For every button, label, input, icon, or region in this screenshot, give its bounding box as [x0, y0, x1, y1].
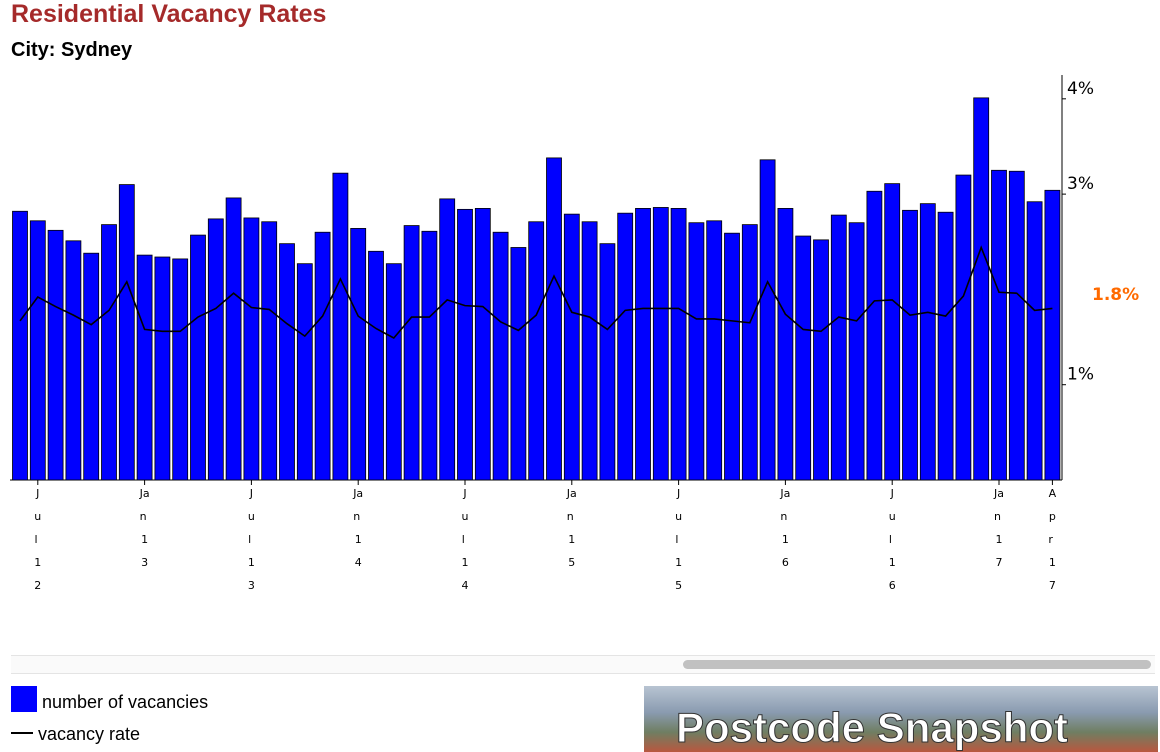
bar [368, 250, 384, 481]
bar [902, 209, 918, 481]
bar [314, 231, 331, 481]
bar [991, 169, 1007, 481]
bar [777, 208, 794, 481]
x-tick-label: Jul 13 [247, 487, 255, 592]
bar [866, 190, 883, 481]
x-tick-label: Jan 17 [994, 487, 1005, 569]
x-tick-label: Jan 13 [139, 487, 151, 569]
bar [172, 258, 189, 481]
scroll-thumb[interactable] [683, 660, 1151, 669]
bar [724, 232, 740, 481]
x-tick-label: Jul 16 [888, 487, 896, 592]
bar [421, 230, 438, 481]
bar [528, 221, 545, 481]
chart: 1% 3% 4% 1.8% [10, 75, 1139, 485]
bar [207, 218, 224, 481]
x-tick-label: Jan 16 [780, 487, 791, 569]
bar [741, 224, 758, 481]
bar [332, 172, 349, 481]
bar [385, 263, 402, 481]
bar [688, 222, 705, 481]
bar [937, 211, 954, 481]
bar [546, 157, 562, 481]
bar [154, 256, 171, 481]
subtitle: City: Sydney [11, 39, 133, 61]
bar [243, 217, 260, 481]
bar [83, 252, 100, 481]
bar [652, 207, 669, 481]
banner-text: Postcode Snapshot [675, 704, 1069, 752]
bar [759, 159, 776, 481]
bar [65, 240, 82, 481]
bar [795, 235, 812, 481]
x-tick-label: Jan 15 [566, 487, 578, 569]
bar [884, 183, 901, 481]
bar [474, 208, 491, 481]
y-tick-label: 1% [1067, 365, 1094, 385]
legend-swatch [11, 732, 33, 734]
bar [955, 174, 972, 481]
x-tick-label: Jan 14 [353, 487, 364, 569]
bar [1008, 170, 1025, 481]
bar [225, 197, 242, 481]
bar [118, 184, 135, 481]
bar [350, 228, 367, 481]
bar [296, 263, 313, 481]
bar [136, 254, 153, 481]
legend-bar: number of vacancies [11, 686, 208, 713]
bar [563, 213, 580, 481]
legend-swatch [11, 686, 37, 712]
bar [403, 225, 420, 481]
bar [830, 214, 847, 481]
bar [457, 208, 473, 481]
title: Residential Vacancy Rates [11, 0, 327, 28]
x-tick-label: Apr 17 [1048, 487, 1057, 592]
bar [973, 97, 990, 481]
bar [635, 208, 651, 481]
bar [599, 243, 616, 481]
bar [581, 221, 598, 481]
scrollbar[interactable] [11, 655, 1155, 674]
bar [919, 203, 936, 481]
x-tick-label: Jul 14 [461, 487, 469, 592]
legend-line: vacancy rate [11, 724, 140, 745]
bar [279, 243, 295, 481]
y-tick-label: 4% [1067, 79, 1094, 99]
bar [670, 208, 687, 481]
bar [1026, 201, 1043, 481]
bar [848, 222, 865, 481]
bar [190, 234, 206, 481]
bar [1044, 189, 1061, 481]
bar [510, 247, 527, 481]
y-tick-label: 3% [1067, 174, 1094, 194]
bar [439, 198, 456, 481]
bar [261, 221, 278, 481]
bar [12, 210, 28, 481]
bar [617, 212, 634, 481]
bar [101, 224, 117, 481]
x-tick-label: Jul 15 [675, 487, 683, 592]
bar [492, 231, 509, 481]
bar [47, 229, 64, 481]
bar [706, 220, 723, 481]
banner-image[interactable]: Postcode Snapshot [644, 686, 1158, 752]
legend-label: vacancy rate [38, 724, 141, 744]
bar [29, 220, 46, 481]
rate-line [19, 245, 1053, 340]
current-rate-label: 1.8% [1092, 285, 1139, 305]
x-tick-label: Jul 12 [34, 487, 42, 592]
legend-label: number of vacancies [42, 692, 209, 712]
bar [813, 239, 829, 481]
